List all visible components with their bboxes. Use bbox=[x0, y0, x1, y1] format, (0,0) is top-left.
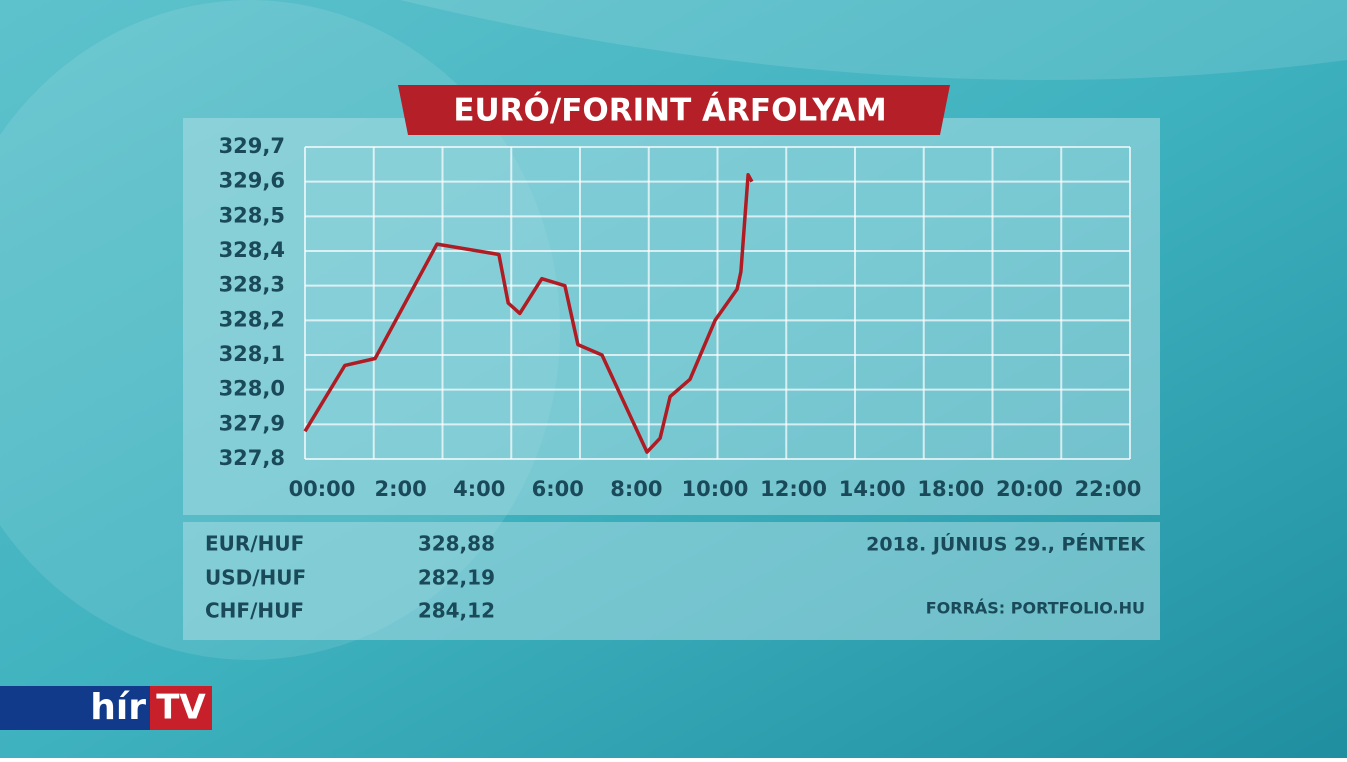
y-tick-label: 329,6 bbox=[219, 169, 285, 193]
x-tick-label: 14:00 bbox=[839, 477, 906, 501]
y-tick-label: 328,4 bbox=[219, 238, 285, 262]
y-tick-label: 328,3 bbox=[219, 273, 285, 297]
y-tick-label: 328,2 bbox=[219, 307, 285, 331]
x-tick-label: 6:00 bbox=[532, 477, 584, 501]
chart-title: EURÓ/FORINT ÁRFOLYAM bbox=[453, 92, 886, 129]
y-tick-label: 329,7 bbox=[219, 134, 285, 158]
rate-pair: EUR/HUF bbox=[205, 532, 304, 556]
chart-panel bbox=[183, 118, 1160, 515]
x-tick-label: 2:00 bbox=[374, 477, 426, 501]
y-tick-label: 328,0 bbox=[219, 377, 285, 401]
data-line bbox=[303, 172, 754, 454]
vertical-grid bbox=[304, 147, 1131, 459]
rate-value: 328,88 bbox=[418, 532, 495, 556]
x-tick-label: 10:00 bbox=[682, 477, 749, 501]
date: 2018. JÚNIUS 29., PÉNTEK bbox=[866, 532, 1146, 556]
y-tick-label: 327,8 bbox=[219, 446, 285, 470]
x-tick-label: 22:00 bbox=[1075, 477, 1142, 501]
plot: 327,8 327,9 328,0 328,1 328,2 328,3 328,4 328,5… bbox=[219, 134, 1142, 501]
logo-text: hír bbox=[90, 687, 146, 728]
x-tick-label: 12:00 bbox=[760, 477, 827, 501]
x-tick-label: 20:00 bbox=[996, 477, 1063, 501]
logo-text: TV bbox=[156, 688, 206, 728]
y-tick-label: 328,5 bbox=[219, 203, 285, 227]
rate-pair: USD/HUF bbox=[205, 566, 306, 590]
title-banner bbox=[398, 85, 950, 135]
x-tick-label: 8:00 bbox=[610, 477, 662, 501]
rate-pair: CHF/HUF bbox=[205, 599, 304, 623]
y-tick-label: 328,1 bbox=[219, 342, 285, 366]
x-tick-label: 18:00 bbox=[917, 477, 984, 501]
rate-value: 284,12 bbox=[418, 599, 495, 623]
y-tick-label: 327,9 bbox=[219, 411, 285, 435]
info-panel bbox=[183, 522, 1160, 640]
x-tick-label: 00:00 bbox=[289, 477, 356, 501]
source: FORRÁS: PORTFOLIO.HU bbox=[926, 599, 1145, 618]
swoosh bbox=[400, 0, 1347, 80]
rate-value: 282,19 bbox=[418, 566, 495, 590]
logo-red bbox=[150, 686, 212, 730]
x-tick-label: 4:00 bbox=[453, 477, 505, 501]
